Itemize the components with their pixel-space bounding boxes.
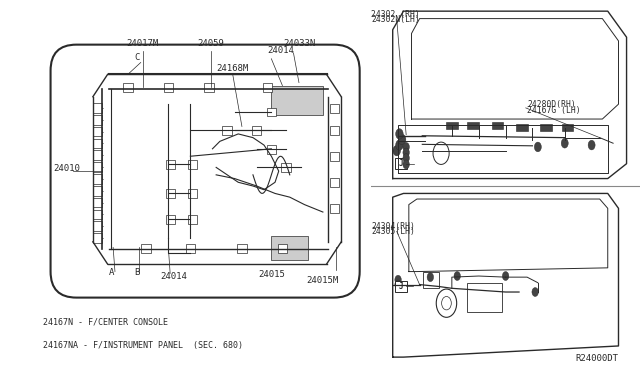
Bar <box>263 83 273 92</box>
Bar <box>396 158 406 169</box>
Bar <box>267 108 276 116</box>
Circle shape <box>588 140 595 150</box>
Text: 24059: 24059 <box>197 39 224 48</box>
Circle shape <box>398 134 406 145</box>
Bar <box>166 215 175 224</box>
Bar <box>446 122 458 129</box>
Bar <box>540 124 552 131</box>
Text: 24304(RH): 24304(RH) <box>371 222 415 231</box>
Text: 24167G (LH): 24167G (LH) <box>527 106 580 115</box>
Circle shape <box>561 138 568 148</box>
Text: 24280D(RH): 24280D(RH) <box>527 100 576 109</box>
Circle shape <box>403 160 410 169</box>
FancyBboxPatch shape <box>51 45 360 298</box>
Bar <box>93 127 102 137</box>
Bar <box>93 233 102 243</box>
Bar <box>93 186 102 196</box>
Bar <box>93 115 102 125</box>
Bar <box>141 244 151 253</box>
Circle shape <box>395 275 401 284</box>
Bar <box>330 126 339 135</box>
Bar <box>93 103 102 113</box>
Text: J: J <box>399 282 403 291</box>
Bar <box>223 126 232 135</box>
Text: 24302 (RH): 24302 (RH) <box>371 10 420 19</box>
Bar <box>467 122 479 129</box>
Bar <box>282 163 291 172</box>
Bar <box>278 244 287 253</box>
Bar <box>93 209 102 219</box>
Bar <box>267 145 276 154</box>
Text: 24167NA - F/INSTRUMENT PANEL  (SEC. 680): 24167NA - F/INSTRUMENT PANEL (SEC. 680) <box>44 341 243 350</box>
Text: 24302N(LH): 24302N(LH) <box>371 15 420 24</box>
Bar <box>330 178 339 187</box>
Circle shape <box>454 272 460 280</box>
Bar <box>164 83 173 92</box>
Circle shape <box>532 288 538 296</box>
Text: 24014: 24014 <box>267 46 294 55</box>
Circle shape <box>393 145 401 156</box>
Circle shape <box>396 129 403 139</box>
Bar <box>237 244 246 253</box>
Circle shape <box>403 148 410 157</box>
Bar <box>93 162 102 172</box>
Bar <box>188 215 197 224</box>
Text: B: B <box>134 268 140 277</box>
Bar <box>93 138 102 148</box>
Bar <box>93 150 102 160</box>
Circle shape <box>502 272 509 280</box>
Text: 24167N - F/CENTER CONSOLE: 24167N - F/CENTER CONSOLE <box>44 317 168 326</box>
Text: 24010: 24010 <box>54 164 81 173</box>
Text: 24015: 24015 <box>258 270 285 279</box>
Bar <box>561 124 573 131</box>
Text: 24033N: 24033N <box>283 39 315 48</box>
Bar <box>166 189 175 198</box>
Bar <box>492 122 504 129</box>
Bar <box>330 204 339 213</box>
Circle shape <box>403 154 410 163</box>
Text: 24015M: 24015M <box>307 276 339 285</box>
Text: 24305(LH): 24305(LH) <box>371 227 415 236</box>
Circle shape <box>427 273 433 282</box>
Bar <box>93 174 102 184</box>
Bar <box>188 189 197 198</box>
Text: C: C <box>134 52 140 61</box>
Text: 24017M: 24017M <box>127 39 159 48</box>
Bar <box>396 281 406 292</box>
Bar <box>188 160 197 169</box>
Bar <box>93 221 102 231</box>
Circle shape <box>403 142 410 151</box>
FancyBboxPatch shape <box>271 236 308 260</box>
Circle shape <box>396 140 403 150</box>
Text: J: J <box>399 159 403 168</box>
Bar <box>252 126 261 135</box>
FancyBboxPatch shape <box>271 86 323 115</box>
Circle shape <box>534 142 541 152</box>
Text: A: A <box>109 268 114 277</box>
Circle shape <box>395 280 401 289</box>
Bar <box>204 83 214 92</box>
Text: 24168M: 24168M <box>216 64 249 73</box>
Bar <box>123 83 132 92</box>
Bar <box>330 152 339 161</box>
Bar <box>93 198 102 208</box>
Text: 24014: 24014 <box>161 272 188 281</box>
Bar <box>166 160 175 169</box>
Bar <box>186 244 195 253</box>
Text: R24000DT: R24000DT <box>575 354 618 363</box>
Bar <box>516 124 527 131</box>
Bar <box>330 104 339 113</box>
